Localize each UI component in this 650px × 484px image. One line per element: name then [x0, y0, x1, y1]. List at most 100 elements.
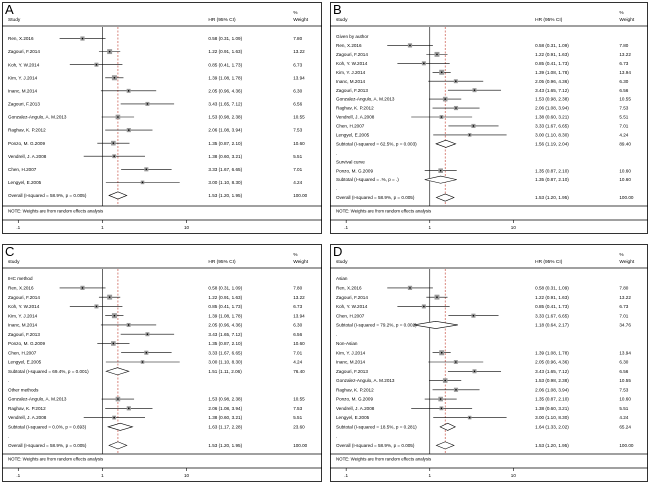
study-label: Ren, X.2016 — [336, 285, 362, 290]
point-estimate — [113, 416, 115, 419]
subtotal-diamond — [435, 139, 457, 148]
hr-ci-text: 0.85 (0.41, 1.73) — [535, 304, 569, 309]
hr-ci-text: 2.06 (1.08, 3.94) — [208, 128, 242, 133]
hr-ci-text: 0.58 (0.31, 1.09) — [208, 285, 242, 290]
header-weight: Weight — [619, 259, 635, 265]
x-tick-label: 10 — [511, 473, 517, 478]
weight-text: 6.30 — [619, 79, 628, 84]
subtotal-label: Subtotal (I-squared = 0.0%, p = 0.693) — [8, 424, 87, 429]
header-weight: Weight — [293, 17, 309, 23]
study-label: Inanc, M.2014 — [8, 323, 38, 328]
point-estimate — [108, 50, 111, 53]
hr-ci-text: 3.33 (1.67, 6.65) — [208, 167, 242, 172]
hr-ci-text: 1.63 (1.17, 2.28) — [208, 424, 242, 429]
study-label: Zagouri, F.2014 — [336, 295, 368, 300]
weight-text: 10.60 — [293, 341, 305, 346]
point-estimate — [444, 98, 447, 100]
overall-label: Overall (I-squared = 58.9%, p = 0.005) — [8, 443, 87, 448]
hr-ci-text: 1.51 (1.11, 2.06) — [208, 369, 242, 374]
x-tick-label: .1 — [344, 473, 348, 478]
weight-text: 100.00 — [619, 443, 633, 448]
point-estimate — [468, 416, 471, 419]
header-percent: % — [293, 10, 298, 16]
subtotal-label: Subtotal (I-squared = 79.2%, p = 0.002) — [336, 323, 417, 328]
hr-ci-text: 0.85 (0.41, 1.73) — [535, 61, 569, 66]
point-estimate — [472, 314, 475, 317]
hr-ci-text: 3.00 (1.10, 8.30) — [535, 415, 569, 420]
subtotal-diamond — [107, 422, 134, 431]
study-label: Vendrell, J. A.2008 — [336, 406, 375, 411]
weight-text: 6.30 — [619, 360, 628, 365]
weights-note: NOTE: Weights are from random effects an… — [336, 457, 432, 462]
study-label: Koh, Y. W.2014 — [336, 61, 368, 66]
point-estimate — [436, 53, 438, 56]
weight-text: 4.24 — [293, 360, 302, 365]
x-tick-label: 10 — [184, 225, 190, 230]
point-estimate — [455, 107, 457, 109]
group-label: Asian — [336, 276, 348, 281]
study-label: Koh, Y. W.2014 — [8, 62, 40, 67]
study-label: Zagouri, F.2014 — [8, 49, 40, 54]
weight-text: 6.73 — [619, 304, 628, 309]
panel-label: A — [5, 2, 14, 17]
hr-ci-text: 3.43 (1.65, 7.12) — [535, 369, 569, 374]
hr-ci-text: 0.58 (0.31, 1.09) — [535, 285, 569, 290]
hr-ci-text: 1.38 (0.60, 3.21) — [535, 115, 569, 120]
point-estimate — [440, 407, 443, 410]
weights-note: NOTE: Weights are from random effects an… — [336, 209, 432, 214]
hr-ci-text: 1.53 (1.20, 1.95) — [208, 193, 242, 198]
study-label: Lengyel, E.2005 — [8, 360, 42, 365]
weight-text: 34.76 — [619, 323, 631, 328]
point-estimate — [117, 116, 119, 118]
study-label: Inanc, M.2014 — [336, 79, 366, 84]
weight-text: 5.51 — [619, 115, 628, 120]
spacer-dot: . — [336, 332, 337, 337]
study-label: Ponzo, M. G.2009 — [8, 141, 45, 146]
subtotal-diamond — [413, 321, 458, 329]
hr-ci-text: 3.00 (1.10, 8.30) — [535, 132, 569, 137]
spacer-dot: . — [336, 434, 337, 439]
study-label: Ren, X.2016 — [336, 43, 362, 48]
hr-ci-text: 1.53 (1.20, 1.95) — [208, 443, 242, 448]
hr-ci-text: 1.22 (0.91, 1.63) — [535, 295, 569, 300]
weight-text: 7.80 — [619, 43, 628, 48]
weight-text: 6.30 — [293, 88, 302, 93]
hr-ci-text: 2.05 (0.96, 4.36) — [535, 360, 569, 365]
point-estimate — [455, 80, 457, 83]
weight-text: 10.55 — [293, 115, 305, 120]
header-hr: HR (95% CI) — [535, 259, 563, 265]
weight-text: 13.94 — [619, 70, 631, 75]
hr-ci-text: 1.53 (1.20, 1.95) — [535, 443, 569, 448]
point-estimate — [112, 142, 115, 144]
panel-border — [2, 2, 322, 234]
header-hr: HR (95% CI) — [535, 17, 563, 23]
panel-label: B — [333, 2, 342, 17]
weight-text: 6.56 — [619, 88, 628, 93]
weight-text: 7.53 — [619, 387, 628, 392]
point-estimate — [423, 62, 425, 65]
hr-ci-text: 1.35 (0.87, 2.10) — [208, 341, 242, 346]
weight-text: 5.51 — [293, 154, 302, 159]
hr-ci-text: 1.35 (0.87, 2.10) — [535, 177, 569, 182]
overall-diamond — [108, 191, 128, 200]
study-label: Chen, H.2007 — [336, 313, 365, 318]
hr-ci-text: 3.33 (1.67, 6.65) — [208, 350, 242, 355]
study-label: Zagouri, F.2013 — [8, 102, 40, 107]
point-estimate — [439, 398, 442, 400]
hr-ci-text: 1.53 (0.98, 2.38) — [535, 378, 569, 383]
weight-text: 7.80 — [619, 285, 628, 290]
spacer-dot: . — [8, 434, 9, 439]
point-estimate — [127, 324, 130, 326]
study-label: Chen, H.2007 — [8, 350, 37, 355]
study-label: Raghav, K. P.2012 — [336, 387, 374, 392]
panel-border — [330, 2, 648, 234]
study-label: Ponzo, M. G.2009 — [336, 168, 373, 173]
weight-text: 5.51 — [293, 415, 302, 420]
hr-ci-text: 1.38 (0.60, 3.21) — [208, 154, 242, 159]
hr-ci-text: 1.35 (0.87, 2.10) — [208, 141, 242, 146]
hr-ci-text: 3.33 (1.67, 6.65) — [535, 313, 569, 318]
hr-ci-text: 2.06 (1.08, 3.94) — [535, 387, 569, 392]
hr-ci-text: 1.56 (1.19, 2.04) — [535, 141, 569, 146]
x-tick-label: 10 — [184, 473, 190, 478]
x-tick-label: .1 — [344, 225, 348, 230]
